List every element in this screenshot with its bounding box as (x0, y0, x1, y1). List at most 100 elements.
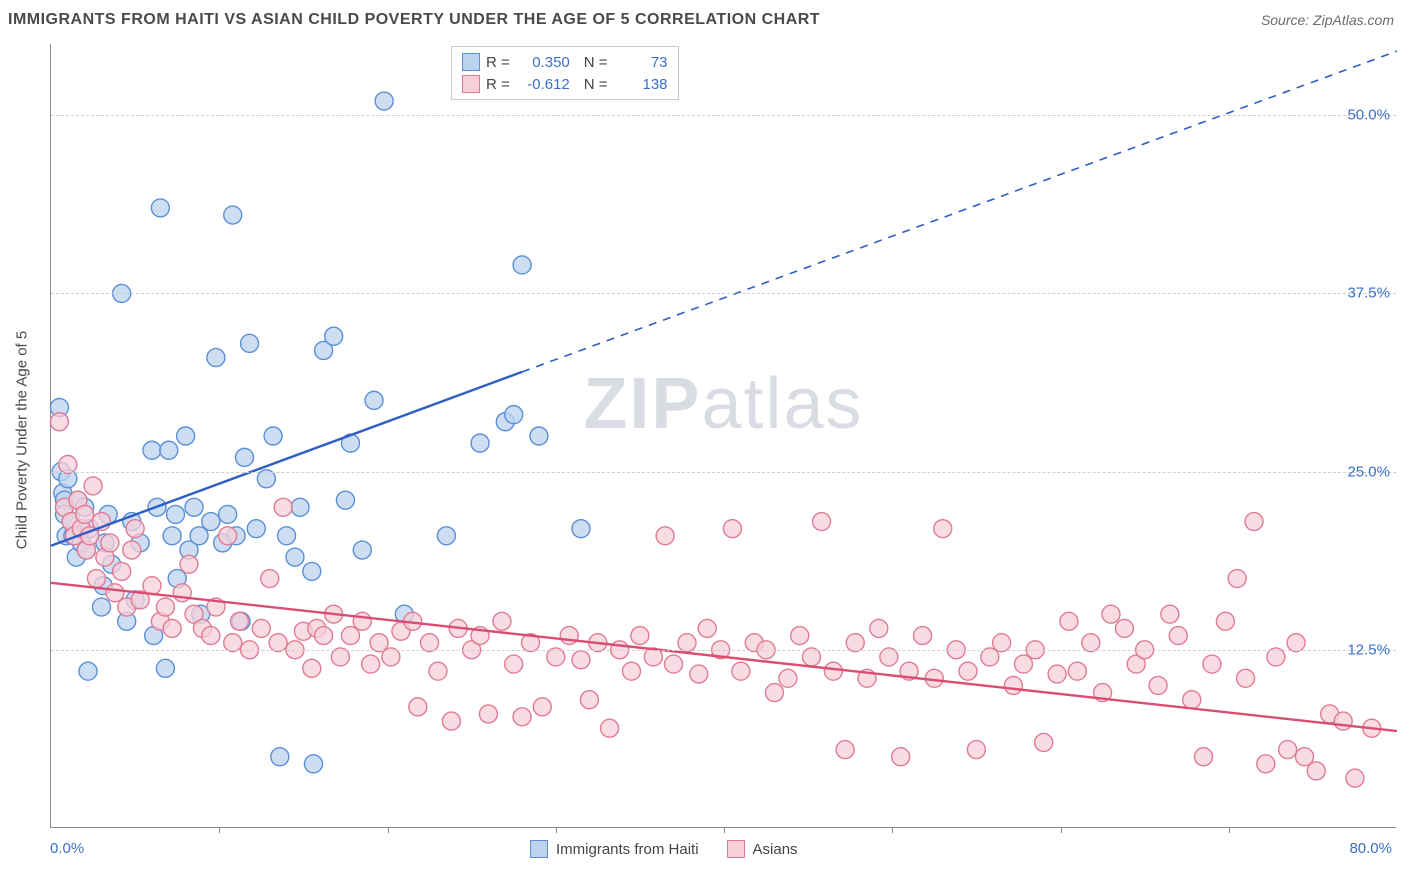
scatter-point-asians (219, 527, 237, 545)
scatter-point-asians (409, 698, 427, 716)
plot-area: ZIPatlas R =0.350N =73R =-0.612N =138 12… (50, 44, 1396, 828)
scatter-point-haiti (437, 527, 455, 545)
legend-swatch-icon (462, 75, 480, 93)
scatter-point-asians (914, 627, 932, 645)
scatter-point-asians (76, 505, 94, 523)
legend-stats-box: R =0.350N =73R =-0.612N =138 (451, 46, 679, 100)
scatter-point-asians (513, 708, 531, 726)
x-tick (1061, 827, 1062, 833)
x-tick (892, 827, 893, 833)
legend-swatch-icon (727, 840, 745, 858)
scatter-point-asians (1257, 755, 1275, 773)
scatter-point-asians (156, 598, 174, 616)
scatter-point-haiti (271, 748, 289, 766)
legend-label: Asians (753, 841, 798, 858)
gridline-h (51, 472, 1396, 473)
scatter-point-asians (493, 612, 511, 630)
scatter-point-asians (1102, 605, 1120, 623)
x-tick (219, 827, 220, 833)
scatter-point-asians (202, 627, 220, 645)
legend-stats-row-asians: R =-0.612N =138 (462, 73, 668, 95)
scatter-point-haiti (79, 662, 97, 680)
scatter-point-asians (1169, 627, 1187, 645)
scatter-point-asians (824, 662, 842, 680)
legend-item-asians: Asians (727, 840, 798, 858)
scatter-point-asians (1216, 612, 1234, 630)
x-axis-min-label: 0.0% (50, 840, 84, 857)
scatter-point-asians (723, 520, 741, 538)
r-label: R = (486, 76, 510, 93)
scatter-point-asians (1068, 662, 1086, 680)
scatter-point-haiti (505, 406, 523, 424)
scatter-point-haiti (353, 541, 371, 559)
scatter-point-haiti (325, 327, 343, 345)
scatter-point-asians (353, 612, 371, 630)
r-value: -0.612 (516, 76, 570, 93)
scatter-point-asians (1149, 676, 1167, 694)
scatter-point-haiti (143, 441, 161, 459)
title-bar: IMMIGRANTS FROM HAITI VS ASIAN CHILD POV… (0, 0, 1406, 40)
scatter-point-asians (572, 651, 590, 669)
scatter-point-haiti (304, 755, 322, 773)
legend-swatch-icon (462, 53, 480, 71)
scatter-point-asians (779, 669, 797, 687)
scatter-point-haiti (303, 562, 321, 580)
scatter-point-asians (143, 577, 161, 595)
r-label: R = (486, 54, 510, 71)
scatter-point-asians (84, 477, 102, 495)
chart-title: IMMIGRANTS FROM HAITI VS ASIAN CHILD POV… (8, 11, 820, 29)
scatter-point-asians (690, 665, 708, 683)
legend-item-haiti: Immigrants from Haiti (530, 840, 699, 858)
scatter-point-haiti (163, 527, 181, 545)
scatter-point-asians (230, 612, 248, 630)
scatter-point-asians (934, 520, 952, 538)
scatter-point-haiti (278, 527, 296, 545)
scatter-point-asians (429, 662, 447, 680)
scatter-point-asians (870, 619, 888, 637)
y-tick-label: 25.0% (1347, 463, 1390, 480)
scatter-point-asians (1048, 665, 1066, 683)
scatter-point-haiti (513, 256, 531, 274)
scatter-point-haiti (471, 434, 489, 452)
scatter-point-haiti (160, 441, 178, 459)
x-tick (388, 827, 389, 833)
scatter-point-haiti (375, 92, 393, 110)
y-tick-label: 50.0% (1347, 107, 1390, 124)
scatter-point-asians (959, 662, 977, 680)
n-value: 73 (614, 54, 668, 71)
scatter-point-asians (362, 655, 380, 673)
scatter-point-asians (1245, 513, 1263, 531)
scatter-point-haiti (235, 448, 253, 466)
scatter-point-asians (533, 698, 551, 716)
scatter-point-asians (967, 741, 985, 759)
scatter-point-haiti (241, 334, 259, 352)
scatter-point-asians (813, 513, 831, 531)
y-tick-label: 12.5% (1347, 641, 1390, 658)
scatter-point-asians (1161, 605, 1179, 623)
scatter-point-asians (442, 712, 460, 730)
r-value: 0.350 (516, 54, 570, 71)
chart-svg (51, 44, 1396, 827)
scatter-point-asians (479, 705, 497, 723)
scatter-point-asians (126, 520, 144, 538)
scatter-point-asians (622, 662, 640, 680)
scatter-point-asians (252, 619, 270, 637)
scatter-point-haiti (156, 659, 174, 677)
scatter-point-haiti (264, 427, 282, 445)
scatter-point-asians (1115, 619, 1133, 637)
scatter-point-haiti (572, 520, 590, 538)
scatter-point-asians (1334, 712, 1352, 730)
scatter-point-haiti (291, 498, 309, 516)
scatter-point-asians (1060, 612, 1078, 630)
scatter-point-asians (631, 627, 649, 645)
scatter-point-asians (50, 413, 68, 431)
scatter-point-haiti (167, 505, 185, 523)
x-axis-max-label: 80.0% (1349, 840, 1392, 857)
legend-stats-row-haiti: R =0.350N =73 (462, 51, 668, 73)
y-axis-label: Child Poverty Under the Age of 5 (14, 331, 31, 549)
scatter-point-haiti (151, 199, 169, 217)
legend-bottom: Immigrants from Haiti Asians (530, 840, 798, 858)
scatter-point-haiti (336, 491, 354, 509)
scatter-point-asians (1195, 748, 1213, 766)
scatter-point-asians (560, 627, 578, 645)
